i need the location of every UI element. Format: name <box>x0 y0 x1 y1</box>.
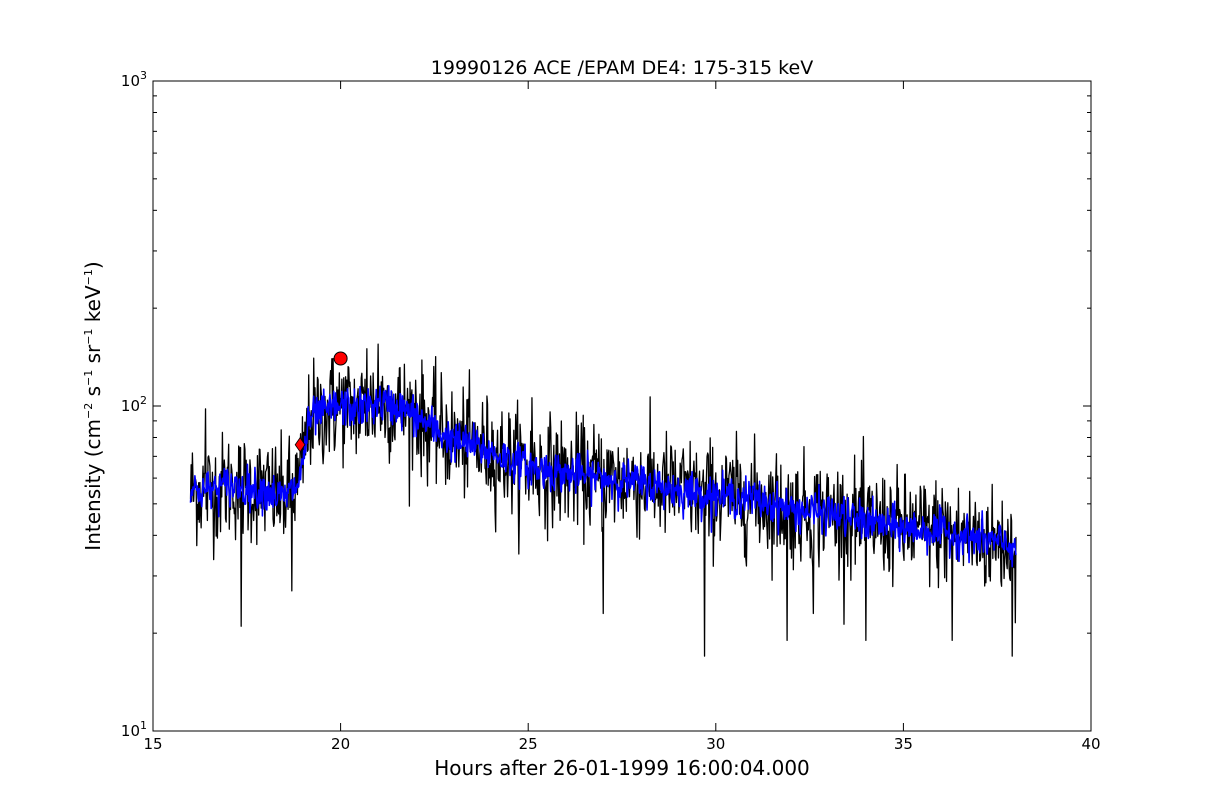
chart-title: 19990126 ACE /EPAM DE4: 175-315 keV <box>431 57 813 79</box>
x-tick-label: 25 <box>519 735 538 753</box>
y-tick-label: 103 <box>121 69 147 90</box>
y-axis-label: Intensity (cm−2 s−1 sr−1 keV−1) <box>81 261 105 550</box>
x-tick-label: 40 <box>1081 735 1100 753</box>
y-tick-label: 101 <box>121 719 147 740</box>
x-tick-label: 35 <box>894 735 913 753</box>
marker-diamond <box>294 437 306 453</box>
x-axis: 15 20 25 30 35 40 <box>143 81 1101 753</box>
marker-layer <box>294 351 348 453</box>
y-axis: 101 102 103 <box>121 69 1091 740</box>
y-tick-label: 102 <box>121 394 147 415</box>
x-axis-label: Hours after 26-01-1999 16:00:04.000 <box>434 756 810 780</box>
series-layer <box>189 343 1017 657</box>
marker-circle <box>333 351 348 366</box>
x-tick-label: 30 <box>706 735 725 753</box>
series-line-smoothed <box>189 384 1017 568</box>
x-tick-label: 15 <box>143 735 162 753</box>
x-tick-label: 20 <box>331 735 350 753</box>
plot-area <box>153 81 1091 731</box>
